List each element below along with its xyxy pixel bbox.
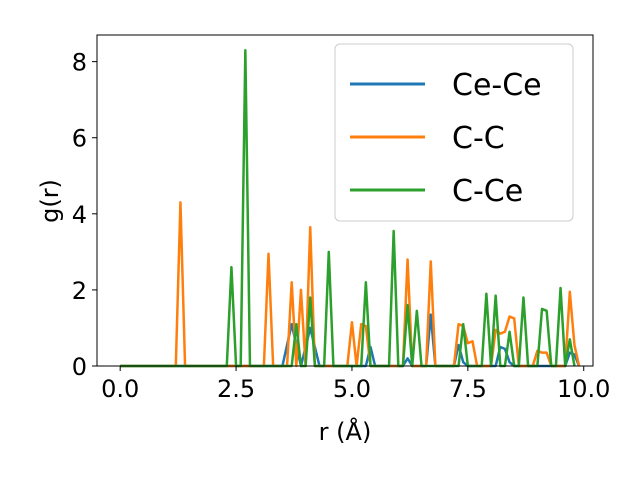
y-axis-ticks: 0 2 4 6 8 xyxy=(72,49,97,381)
x-axis-label: r (Å) xyxy=(319,417,372,446)
y-tick-label: 6 xyxy=(72,125,87,153)
legend: Ce-Ce C-C C-Ce xyxy=(334,43,574,222)
legend-label-c-ce: C-Ce xyxy=(452,174,523,209)
y-axis-label: g(r) xyxy=(36,179,64,223)
x-tick-label: 2.5 xyxy=(217,375,255,403)
x-tick-label: 0.0 xyxy=(101,375,139,403)
y-tick-label: 0 xyxy=(72,353,87,381)
legend-label-ce-ce: Ce-Ce xyxy=(452,68,542,103)
x-tick-label: 5.0 xyxy=(333,375,371,403)
y-tick-label: 2 xyxy=(72,277,87,305)
plot-frame xyxy=(96,34,594,367)
x-tick-label: 7.5 xyxy=(449,375,487,403)
x-tick-label: 10.0 xyxy=(557,375,610,403)
legend-label-c-c: C-C xyxy=(452,121,505,156)
x-axis-ticks: 0.0 2.5 5.0 7.5 10.0 xyxy=(101,366,610,403)
y-tick-label: 4 xyxy=(72,201,87,229)
y-tick-label: 8 xyxy=(72,49,87,77)
legend-box xyxy=(334,43,574,222)
